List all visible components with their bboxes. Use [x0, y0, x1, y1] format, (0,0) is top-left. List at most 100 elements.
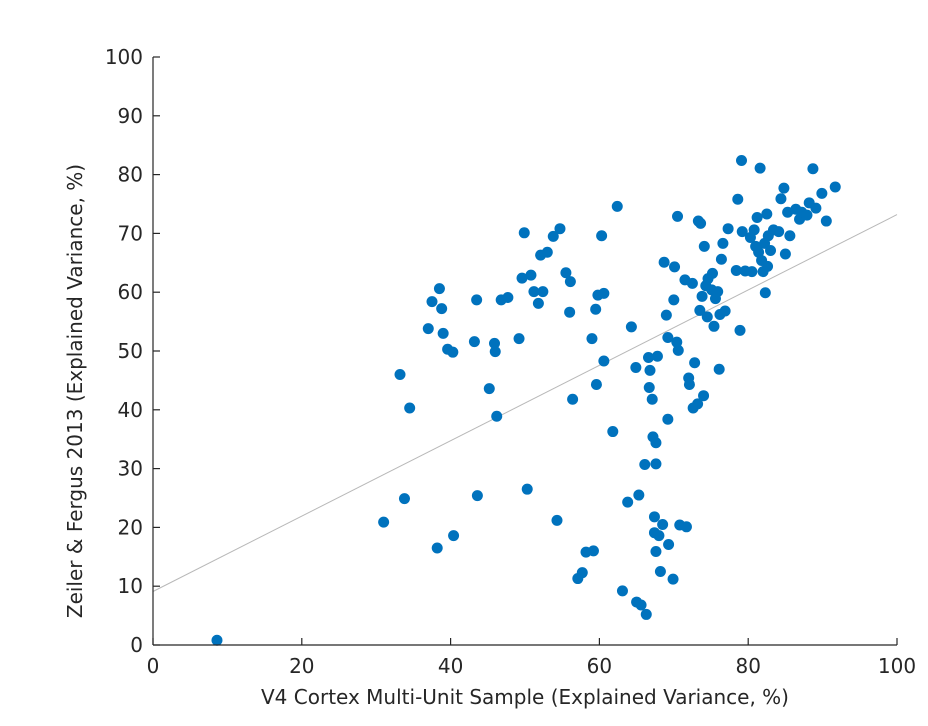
data-point — [586, 333, 598, 345]
data-point — [521, 483, 533, 495]
data-point — [596, 230, 608, 242]
data-point — [646, 393, 658, 405]
data-point — [644, 364, 656, 376]
x-tick-label: 40 — [438, 654, 463, 678]
data-point — [650, 458, 662, 470]
data-point — [650, 546, 662, 558]
data-point — [751, 212, 763, 224]
data-point — [730, 264, 742, 276]
data-point — [433, 283, 445, 295]
y-tick-label: 20 — [118, 515, 143, 539]
data-point — [775, 193, 787, 205]
tick-labels: 0 20 40 60 80 100 0 10 20 30 40 50 60 70 80 90 100 — [105, 45, 916, 678]
data-point — [431, 542, 443, 554]
data-point — [662, 413, 674, 425]
data-point — [611, 200, 623, 212]
data-point — [378, 516, 390, 528]
data-point — [516, 272, 528, 284]
x-tick-label: 100 — [878, 654, 916, 678]
data-point — [810, 202, 822, 214]
data-point — [658, 256, 670, 268]
data-point — [759, 287, 771, 299]
y-tick-label: 70 — [118, 221, 143, 245]
data-point — [607, 426, 619, 438]
data-point — [528, 286, 540, 298]
data-point — [732, 193, 744, 205]
data-point — [692, 398, 704, 410]
data-point — [668, 294, 680, 306]
data-point — [653, 530, 665, 542]
data-point — [761, 208, 773, 220]
data-point — [564, 276, 576, 288]
data-point — [560, 267, 572, 279]
data-point — [734, 324, 746, 336]
y-axis-label: Zeiler & Fergus 2013 (Explained Variance… — [63, 164, 87, 618]
data-point — [672, 344, 684, 356]
y-tick-label: 100 — [105, 45, 143, 69]
data-point — [694, 304, 706, 316]
data-point — [551, 514, 563, 526]
data-point — [683, 379, 695, 391]
data-point — [648, 511, 660, 523]
data-point — [829, 181, 841, 193]
data-point — [640, 608, 652, 620]
data-point — [746, 266, 758, 278]
data-point — [754, 162, 766, 174]
data-point — [489, 346, 501, 358]
data-point — [639, 458, 651, 470]
data-point — [211, 634, 223, 646]
data-point — [654, 566, 666, 577]
data-point — [625, 321, 637, 333]
data-point — [491, 410, 503, 422]
data-point — [471, 294, 483, 306]
data-point — [471, 490, 483, 502]
data-point — [650, 437, 662, 449]
data-point — [748, 224, 760, 236]
data-point — [590, 379, 602, 391]
data-point — [448, 530, 460, 542]
data-point — [525, 269, 537, 281]
data-point — [698, 240, 710, 252]
data-point — [554, 223, 566, 235]
data-point — [662, 331, 674, 343]
x-tick-label: 80 — [735, 654, 760, 678]
data-point — [483, 383, 495, 395]
data-point — [816, 187, 828, 199]
axes — [152, 56, 898, 646]
data-point — [706, 267, 718, 279]
data-point — [784, 230, 796, 242]
data-point — [736, 154, 748, 166]
data-point — [669, 261, 681, 273]
data-point — [717, 237, 729, 249]
data-point — [468, 336, 480, 348]
y-tick-label: 10 — [118, 574, 143, 598]
data-point — [616, 585, 628, 597]
data-point — [680, 521, 692, 533]
data-point — [689, 357, 701, 369]
data-point — [564, 306, 576, 318]
data-point — [590, 303, 602, 315]
data-point — [762, 260, 774, 272]
data-point — [773, 226, 785, 238]
data-point — [447, 346, 459, 358]
x-tick-label: 0 — [147, 654, 160, 678]
data-point — [598, 355, 610, 367]
fit-line — [152, 214, 898, 592]
data-point — [643, 351, 655, 363]
data-point — [708, 320, 720, 332]
data-point — [663, 538, 675, 550]
data-points-layer — [211, 154, 841, 646]
data-point — [660, 309, 672, 321]
data-point — [722, 223, 734, 235]
data-point — [398, 493, 410, 505]
data-point — [426, 296, 438, 308]
data-point — [537, 286, 549, 298]
data-point — [567, 393, 579, 405]
data-point — [651, 350, 663, 362]
data-point — [736, 226, 748, 238]
data-point — [701, 311, 713, 323]
data-point — [657, 518, 669, 530]
data-point — [541, 246, 553, 258]
data-point — [671, 336, 683, 348]
